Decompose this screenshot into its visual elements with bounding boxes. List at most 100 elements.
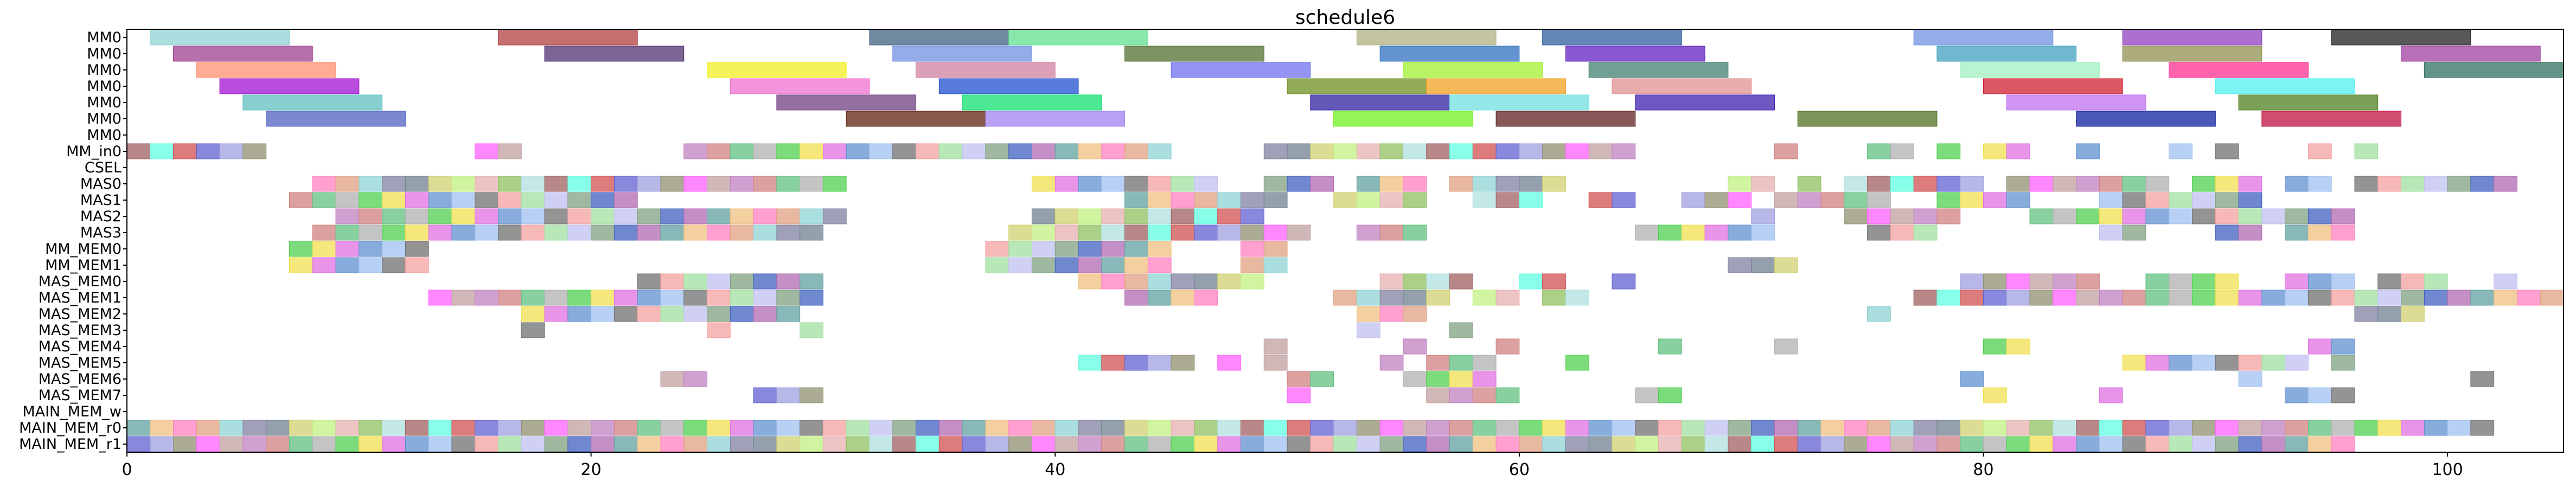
task-cell: [1101, 420, 1126, 436]
task-cell: [916, 436, 939, 452]
task-cell: [335, 176, 360, 192]
task-cell: [962, 420, 986, 436]
task-cell: [1124, 143, 1148, 159]
task-cell: [637, 273, 661, 290]
task-cell: [776, 387, 801, 403]
task-cell: [730, 436, 754, 452]
task-cell: [382, 257, 406, 273]
task-bar: [497, 29, 638, 46]
task-cell: [2006, 192, 2030, 208]
task-cell: [1333, 420, 1357, 436]
task-cell: [1960, 192, 1984, 208]
task-cell: [660, 420, 685, 436]
task-cell: [916, 420, 939, 436]
task-cell: [196, 436, 220, 452]
task-cell: [2029, 176, 2054, 192]
task-cell: [1913, 208, 1938, 224]
task-cell: [2331, 436, 2355, 452]
task-cell: [1913, 176, 1938, 192]
task-cell: [683, 208, 708, 224]
task-cell: [2377, 306, 2402, 322]
task-cell: [475, 436, 498, 452]
task-cell: [1519, 420, 1543, 436]
row-label: MM_MEM1: [45, 257, 122, 274]
task-bar: [2215, 78, 2355, 94]
task-cell: [1263, 143, 1288, 159]
task-cell: [2307, 143, 2332, 159]
task-cell: [1194, 436, 1218, 452]
task-cell: [173, 143, 197, 159]
task-cell: [2053, 436, 2077, 452]
task-cell: [1844, 208, 1868, 224]
task-cell: [382, 192, 406, 208]
task-cell: [1101, 273, 1126, 290]
task-cell: [869, 420, 893, 436]
task-bar: [1542, 29, 1682, 46]
task-cell: [428, 290, 452, 306]
task-cell: [521, 208, 545, 224]
task-cell: [985, 420, 1009, 436]
task-bar: [2261, 111, 2402, 127]
task-cell: [938, 436, 963, 452]
task-cell: [753, 273, 777, 290]
task-cell: [1867, 192, 1891, 208]
task-cell: [289, 420, 313, 436]
task-cell: [776, 273, 801, 290]
task-cell: [1147, 176, 1172, 192]
task-cell: [335, 420, 360, 436]
task-bar: [1960, 62, 2100, 78]
task-cell: [428, 192, 452, 208]
task-cell: [1751, 257, 1775, 273]
task-cell: [335, 224, 360, 241]
task-cell: [521, 176, 545, 192]
task-cell: [776, 420, 801, 436]
task-cell: [822, 420, 847, 436]
task-cell: [1217, 273, 1241, 290]
task-cell: [985, 241, 1009, 257]
task-cell: [126, 143, 151, 159]
task-cell: [707, 436, 731, 452]
task-cell: [2006, 176, 2030, 192]
task-cell: [1960, 273, 1984, 290]
task-cell: [1960, 290, 1984, 306]
task-cell: [1054, 241, 1079, 257]
task-cell: [2076, 420, 2100, 436]
task-cell: [1263, 176, 1288, 192]
task-cell: [1287, 387, 1311, 403]
task-cell: [451, 208, 476, 224]
task-cell: [1147, 290, 1172, 306]
x-tick-label: 20: [581, 460, 602, 479]
task-cell: [1379, 420, 1404, 436]
task-cell: [846, 420, 870, 436]
task-cell: [707, 322, 731, 338]
task-cell: [1403, 306, 1427, 322]
task-cell: [776, 208, 801, 224]
task-cell: [2238, 420, 2262, 436]
task-cell: [2029, 436, 2054, 452]
x-tick-label: 80: [1973, 460, 1993, 479]
task-cell: [1124, 290, 1148, 306]
task-cell: [1263, 192, 1288, 208]
task-cell: [2494, 176, 2517, 192]
task-cell: [776, 176, 801, 192]
task-cell: [544, 192, 568, 208]
task-cell: [1031, 143, 1056, 159]
task-bar: [242, 94, 383, 111]
task-cell: [1774, 143, 1798, 159]
task-cell: [126, 436, 151, 452]
task-cell: [2377, 290, 2402, 306]
task-cell: [1078, 176, 1102, 192]
task-cell: [1217, 192, 1241, 208]
task-cell: [405, 257, 429, 273]
task-cell: [962, 143, 986, 159]
task-cell: [1913, 290, 1938, 306]
row-label: MAS2: [80, 208, 122, 225]
task-cell: [1287, 176, 1311, 192]
task-cell: [892, 420, 917, 436]
task-cell: [1495, 436, 1520, 452]
task-cell: [1124, 192, 1148, 208]
task-cell: [1867, 306, 1891, 322]
task-cell: [1612, 192, 1636, 208]
task-cell: [1890, 420, 1914, 436]
task-cell: [1867, 176, 1891, 192]
